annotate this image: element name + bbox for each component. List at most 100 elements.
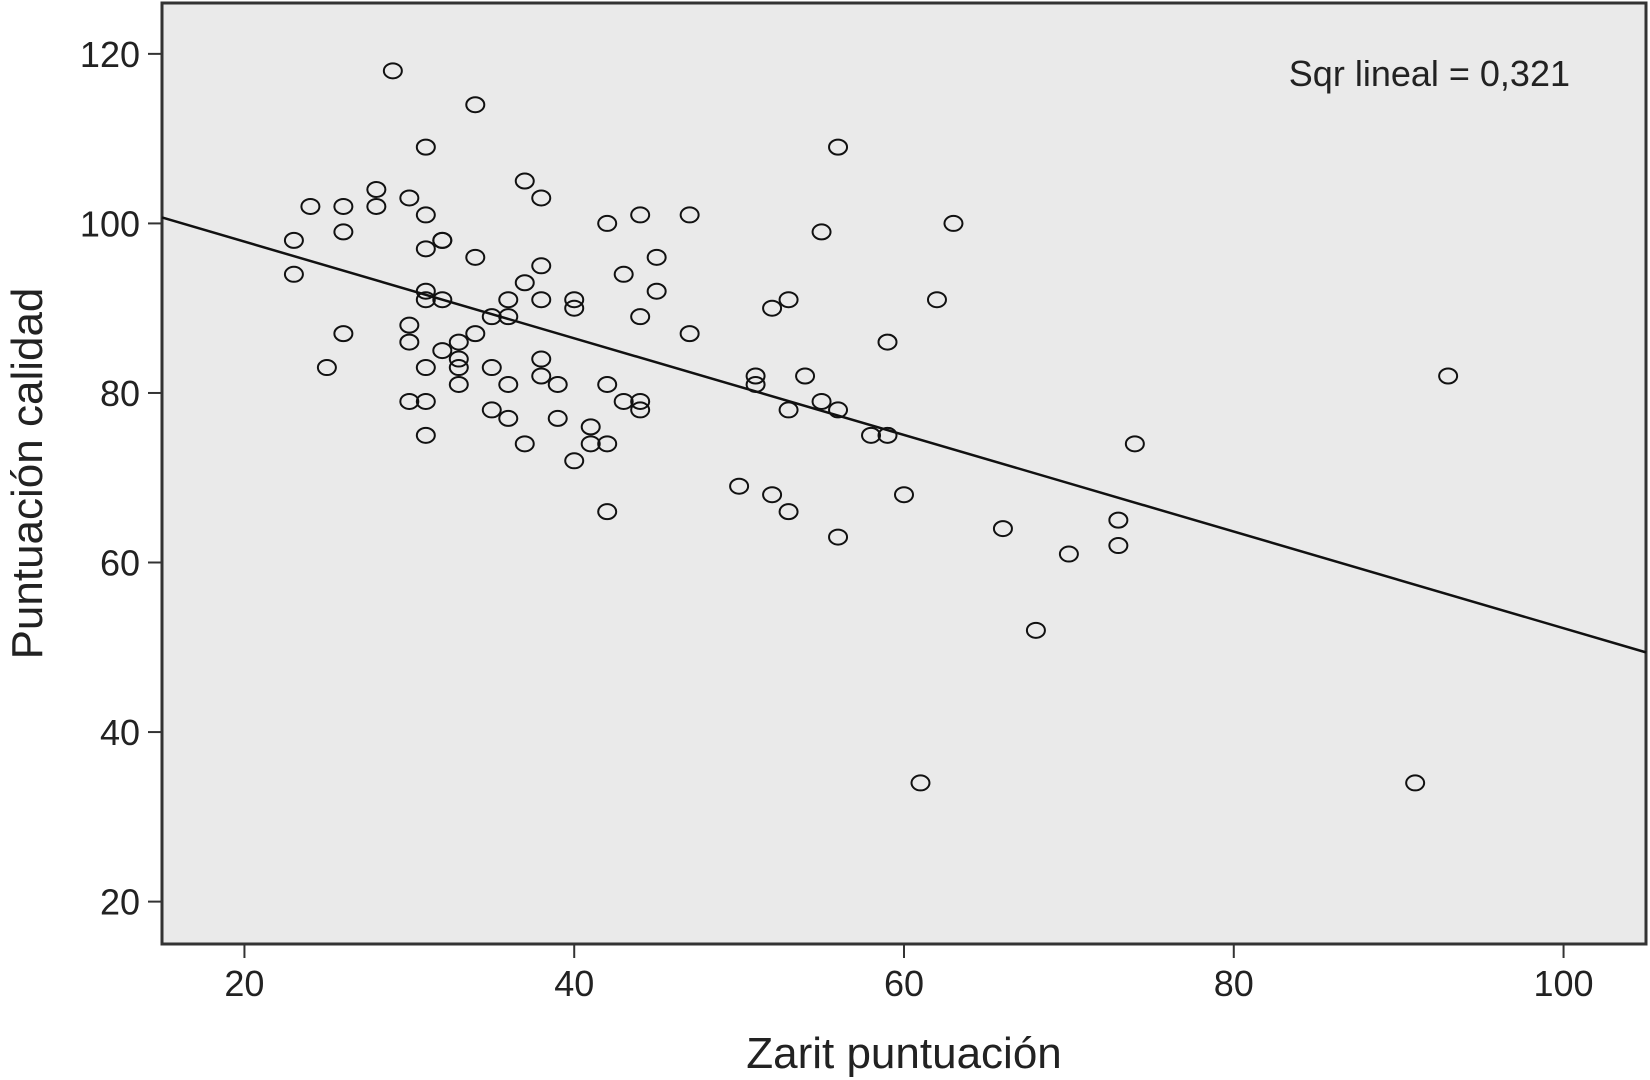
y-tick-label: 40 (100, 712, 140, 753)
data-point (382, 62, 403, 80)
y-axis-title: Puntuación calidad (3, 288, 52, 660)
data-point (283, 265, 304, 283)
data-point (415, 282, 436, 300)
data-point (1438, 367, 1459, 385)
data-point (498, 291, 519, 309)
data-point (762, 299, 783, 317)
data-point (366, 197, 387, 215)
data-point (580, 418, 601, 436)
x-axis-title: Zarit puntuación (746, 1029, 1062, 1078)
data-point (1025, 621, 1046, 639)
data-point (597, 214, 618, 232)
data-point (432, 231, 453, 249)
data-point (432, 342, 453, 360)
data-point (646, 248, 667, 266)
data-point (531, 367, 552, 385)
data-point (613, 265, 634, 283)
data-point (531, 189, 552, 207)
data-point (795, 367, 816, 385)
data-point (811, 392, 832, 410)
data-point (465, 96, 486, 114)
data-point (333, 223, 354, 241)
data-point (415, 291, 436, 309)
data-point (778, 401, 799, 419)
y-tick-label: 80 (100, 373, 140, 414)
data-point (729, 477, 750, 495)
data-point (333, 197, 354, 215)
data-point (531, 350, 552, 368)
data-point (498, 308, 519, 326)
x-tick-label: 100 (1534, 963, 1594, 1004)
data-point (547, 375, 568, 393)
data-point (894, 486, 914, 504)
data-point (597, 375, 618, 393)
data-point (366, 181, 387, 199)
data-point (448, 375, 469, 393)
y-tick-label: 120 (80, 34, 140, 75)
data-point (564, 299, 585, 317)
data-point (597, 435, 618, 453)
data-point (580, 435, 601, 453)
data-point (415, 240, 436, 258)
data-point (448, 350, 469, 368)
data-point (861, 426, 882, 444)
y-tick-label: 20 (100, 882, 140, 923)
data-point (448, 333, 469, 351)
x-tick-label: 20 (224, 963, 264, 1004)
data-point (564, 452, 585, 470)
data-point (828, 528, 849, 546)
data-point (415, 392, 436, 410)
data-point (316, 359, 337, 377)
data-point (630, 401, 651, 419)
data-point (1405, 774, 1426, 792)
data-point (679, 325, 700, 343)
regression-line (161, 216, 1647, 654)
data-point (564, 291, 585, 309)
data-point (597, 503, 618, 521)
data-point (300, 197, 321, 215)
data-point (415, 206, 436, 224)
data-point (481, 308, 502, 326)
data-point (992, 520, 1013, 538)
data-point (811, 223, 832, 241)
x-tick-label: 40 (554, 963, 594, 1004)
data-point (498, 409, 519, 427)
data-point (943, 214, 964, 232)
data-point (415, 138, 436, 156)
x-tick-label: 60 (884, 963, 924, 1004)
data-point (481, 401, 502, 419)
data-point (465, 325, 486, 343)
y-axis: 20 40 60 80 100 120 (80, 34, 162, 923)
data-point (514, 172, 535, 190)
data-point (828, 401, 849, 419)
data-point (531, 291, 552, 309)
data-point (1108, 537, 1129, 555)
data-point (514, 274, 535, 292)
data-point (630, 392, 651, 410)
data-point (399, 189, 420, 207)
data-point (679, 206, 700, 224)
data-point (1058, 545, 1079, 563)
data-points (283, 62, 1459, 792)
data-point (333, 325, 354, 343)
data-point (448, 359, 469, 377)
data-point (498, 375, 519, 393)
data-point (745, 367, 766, 385)
y-tick-label: 60 (100, 543, 140, 584)
r-squared-annotation: Sqr lineal = 0,321 (1289, 53, 1570, 94)
data-point (481, 359, 502, 377)
data-point (877, 333, 898, 351)
data-point (630, 206, 651, 224)
data-point (531, 257, 552, 275)
data-point (465, 248, 486, 266)
data-point (630, 308, 651, 326)
x-axis: 20 40 60 80 100 (224, 944, 1594, 1004)
data-point (778, 503, 799, 521)
data-point (399, 316, 420, 334)
data-point (1124, 435, 1145, 453)
data-point (646, 282, 667, 300)
data-point (762, 486, 783, 504)
data-point (910, 774, 931, 792)
data-point (399, 333, 420, 351)
